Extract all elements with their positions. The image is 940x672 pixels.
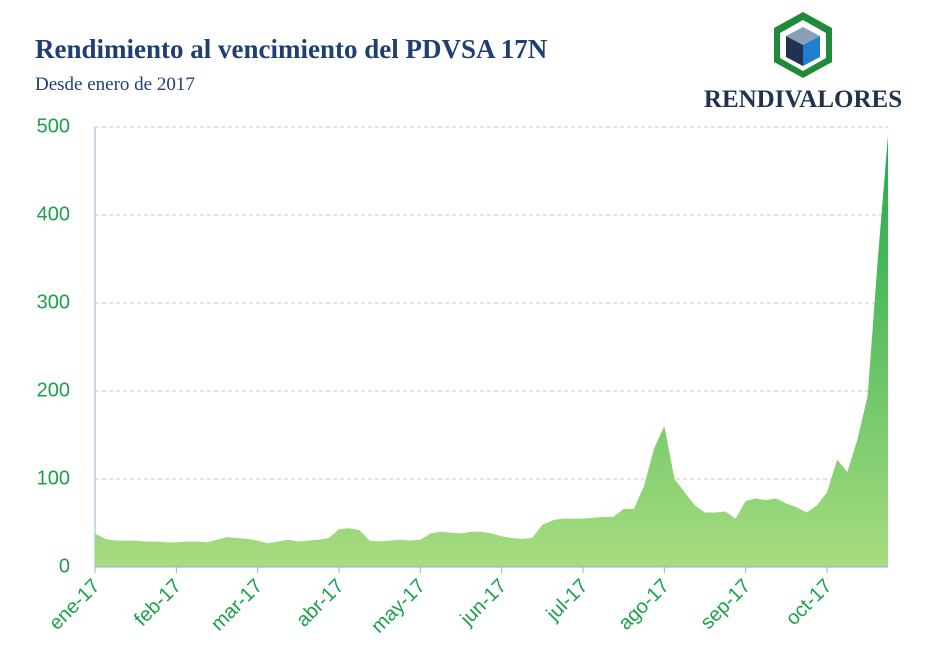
chart-title: Rendimiento al vencimiento del PDVSA 17N [35,34,548,64]
x-tick-label: jul-17 [542,575,593,626]
logo-icon [774,12,832,78]
x-tick-label: feb-17 [130,575,186,631]
logo-text: RENDIVALORES [704,86,902,113]
y-tick-label: 200 [37,379,70,401]
chart-subtitle: Desde enero de 2017 [35,74,195,95]
x-tick-label: ene-17 [45,575,105,635]
x-tick-label: oct-17 [782,575,837,630]
y-tick-label: 100 [37,467,70,489]
y-tick-label: 400 [37,203,70,225]
x-tick-label: ago-17 [614,575,674,635]
x-tick-label: abr-17 [292,575,348,631]
y-tick-label: 500 [37,115,70,137]
y-tick-label: 0 [59,555,70,577]
x-tick-label: sep-17 [696,575,755,634]
y-tick-label: 300 [37,291,70,313]
x-tick-label: mar-17 [207,575,267,635]
x-tick-label: may-17 [367,575,430,638]
area [95,135,888,568]
x-tick-label: jun-17 [456,575,512,631]
